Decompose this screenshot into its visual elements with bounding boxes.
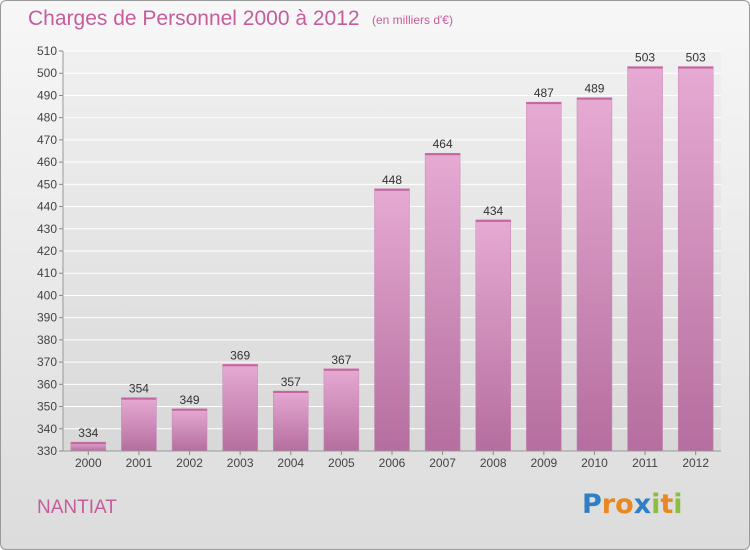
- bar: [576, 97, 613, 452]
- bar: [323, 368, 360, 452]
- data-label: 354: [129, 382, 149, 396]
- y-tick-label: 360: [37, 377, 57, 391]
- x-tick-label: 2004: [277, 456, 304, 470]
- data-label: 334: [78, 426, 98, 440]
- x-tick-label: 2009: [530, 456, 557, 470]
- y-tick-label: 380: [37, 333, 57, 347]
- logo-letter: i: [651, 489, 661, 520]
- data-label: 503: [635, 51, 655, 65]
- data-label: 434: [483, 204, 503, 218]
- data-label: 357: [281, 375, 301, 389]
- logo-letter: t: [660, 489, 674, 520]
- bar-top-edge: [70, 442, 106, 445]
- bar-top-edge: [273, 391, 309, 393]
- y-tick-label: 350: [37, 400, 57, 414]
- bar: [222, 364, 258, 452]
- proxiti-logo: Proxiti: [582, 489, 683, 520]
- bar-top-edge: [121, 397, 157, 400]
- data-label: 464: [433, 137, 453, 151]
- bar-top-edge: [475, 219, 511, 222]
- x-tick-label: 2002: [176, 456, 203, 470]
- x-tick-label: 2007: [429, 456, 456, 470]
- data-label: 448: [382, 173, 402, 187]
- data-label: 487: [534, 86, 554, 100]
- y-tick-label: 400: [37, 288, 57, 302]
- y-tick-label: 410: [37, 266, 57, 280]
- bar-top-edge: [576, 97, 612, 100]
- y-tick-label: 370: [37, 355, 57, 369]
- bar-top-edge: [323, 368, 359, 371]
- data-label: 489: [584, 82, 604, 96]
- x-tick-label: 2012: [682, 456, 709, 470]
- y-tick-label: 330: [37, 444, 57, 458]
- bar-top-edge: [678, 66, 714, 69]
- bar-top-edge: [627, 66, 663, 69]
- bar: [374, 188, 410, 452]
- bar-top-edge: [172, 408, 208, 411]
- x-tick-label: 2006: [379, 456, 406, 470]
- y-tick-label: 440: [37, 200, 57, 214]
- y-tick-label: 460: [37, 155, 57, 169]
- logo-letter: i: [673, 489, 683, 520]
- y-tick-label: 480: [37, 111, 57, 125]
- bar-top-edge: [425, 153, 461, 156]
- y-tick-label: 490: [37, 88, 57, 102]
- bar: [121, 397, 157, 452]
- bar: [677, 66, 714, 452]
- bar: [475, 219, 511, 452]
- y-tick-label: 340: [37, 422, 57, 436]
- bar-top-edge: [222, 364, 258, 367]
- y-tick-label: 500: [37, 66, 57, 80]
- bar: [424, 152, 461, 452]
- y-tick-label: 510: [37, 44, 57, 58]
- x-tick-label: 2003: [227, 456, 254, 470]
- logo-letter: o: [615, 489, 634, 520]
- y-tick-label: 430: [37, 222, 57, 236]
- y-tick-label: 450: [37, 177, 57, 191]
- x-tick-label: 2008: [480, 456, 507, 470]
- x-tick-label: 2010: [581, 456, 608, 470]
- logo-letter: x: [633, 489, 652, 520]
- y-tick-label: 390: [37, 311, 57, 325]
- data-label: 349: [180, 393, 200, 407]
- y-tick-label: 470: [37, 133, 57, 147]
- commune-name: NANTIAT: [37, 497, 117, 518]
- x-tick-label: 2011: [632, 456, 658, 470]
- bar: [273, 390, 309, 452]
- x-tick-label: 2001: [126, 456, 153, 470]
- bar-top-edge: [374, 188, 410, 191]
- data-label: 503: [686, 51, 706, 65]
- data-label: 369: [230, 348, 250, 362]
- bar: [171, 408, 208, 452]
- logo-letter: P: [582, 489, 602, 520]
- data-label: 367: [331, 353, 351, 367]
- bar: [526, 101, 562, 452]
- bar-top-edge: [526, 102, 562, 105]
- chart-subtitle: (en milliers d'€): [372, 13, 453, 27]
- x-tick-label: 2000: [75, 456, 102, 470]
- bar: [627, 66, 663, 452]
- y-tick-label: 420: [37, 244, 57, 258]
- x-tick-label: 2005: [328, 456, 355, 470]
- chart-title: Charges de Personnel 2000 à 2012: [28, 7, 360, 30]
- logo-letter: r: [601, 489, 616, 520]
